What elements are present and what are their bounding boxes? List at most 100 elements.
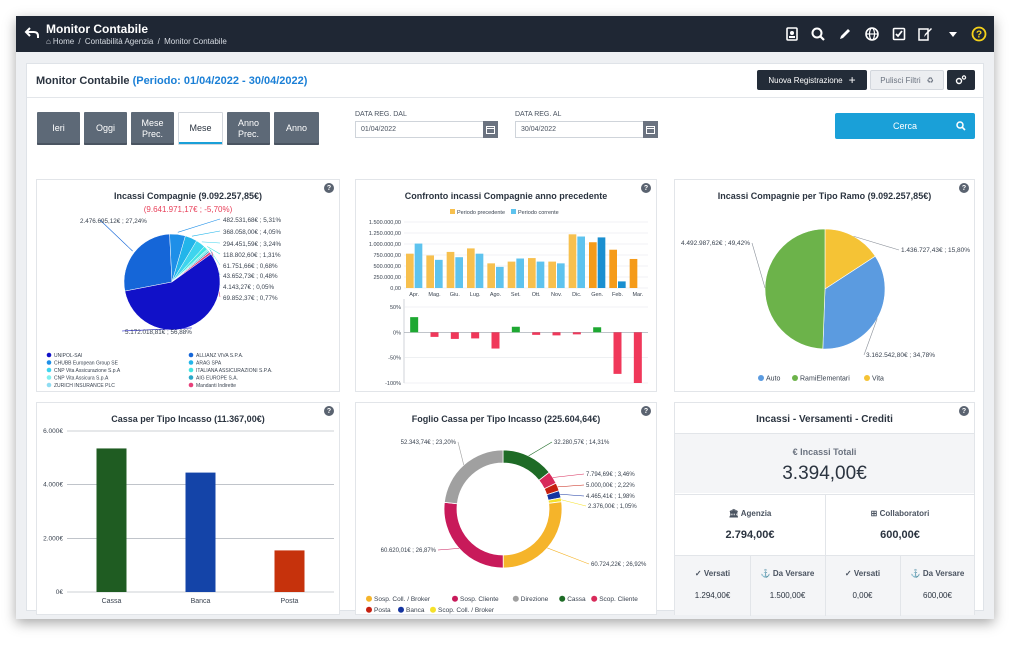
legend-marker [46, 375, 52, 380]
legend-label: Sosp. Coll. / Broker [374, 596, 431, 603]
data-label: 5.172.018,81€ ; 56,88% [125, 329, 192, 336]
settings-button[interactable] [947, 70, 975, 90]
agenzia-value: 2.794,00€ [725, 529, 775, 541]
svg-text:?: ? [976, 30, 982, 41]
period-button-anno[interactable]: Anno [274, 112, 319, 145]
legend-label: Posta [374, 607, 391, 614]
bar [496, 266, 504, 288]
y-tick-label: -100% [385, 381, 401, 387]
sitemap-icon: ⊞ [870, 509, 878, 518]
legend-label: CHUBB European Group SE [54, 361, 119, 367]
bar [577, 236, 585, 288]
legend-label: Cassa [567, 596, 586, 603]
chart-title: Incassi Compagnie (9.092.257,85€) [113, 191, 263, 201]
date-to-input[interactable]: 30/04/2022 [515, 121, 645, 138]
search-icon[interactable] [810, 26, 826, 42]
breadcrumb-home[interactable]: Home [52, 37, 75, 46]
bar [618, 281, 626, 288]
bar [548, 261, 556, 288]
edit-document-icon[interactable] [917, 26, 933, 42]
leader-line [561, 499, 587, 507]
y-tick-label: 0% [393, 330, 401, 336]
help-icon[interactable]: ? [324, 183, 334, 193]
legend-marker [366, 606, 372, 613]
legend-label: CNP Vita Assicura S.p.A [54, 376, 109, 382]
leader-line [177, 218, 221, 233]
home-icon[interactable]: ⌂ [46, 37, 51, 46]
legend-marker [46, 352, 52, 358]
page-title: Monitor Contabile (Periodo: 01/04/2022 -… [36, 75, 308, 87]
clear-filters-button[interactable]: Pulisci Filtri ♻ [870, 70, 944, 90]
help-icon[interactable]: ? [959, 406, 969, 416]
bar [507, 261, 516, 288]
chart-title: Incassi Compagnie per Tipo Ramo (9.092.2… [717, 191, 932, 201]
legend-marker [188, 375, 194, 380]
period-button-mese-prec[interactable]: Mese Prec. [131, 112, 174, 145]
pencil-icon[interactable] [837, 26, 853, 42]
legend-marker [430, 606, 436, 613]
y-tick-label: 1.250.000,00 [369, 231, 401, 237]
legend-marker [792, 375, 798, 381]
breadcrumb-contabilita[interactable]: Contabilità Agenzia [84, 37, 154, 46]
caret-down-icon[interactable] [945, 26, 961, 42]
bar [487, 263, 495, 288]
bar [516, 258, 524, 288]
data-label: 61.751,66€ ; 0,68% [223, 263, 278, 270]
legend-label: Sosp. Cliente [460, 596, 499, 603]
date-from-input[interactable]: 01/04/2022 [355, 121, 485, 138]
y-tick-label: 2.000€ [43, 535, 63, 542]
legend-label: ALLIANZ VIVA S.P.A. [196, 353, 243, 359]
calendar-icon[interactable] [483, 121, 498, 138]
bar [185, 472, 216, 592]
divider [825, 495, 826, 555]
diff-bar [593, 327, 602, 333]
date-from-label: DATA REG. DAL [355, 111, 407, 118]
data-label: 3.162.542,80€ ; 34,78% [866, 352, 935, 359]
legend-label: Vita [872, 376, 884, 383]
data-label: 60.724,22€ ; 26,92% [591, 562, 647, 568]
period-button-ieri[interactable]: Ieri [37, 112, 80, 145]
help-icon[interactable]: ? [971, 26, 987, 42]
data-label: 32.280,57€ ; 14,31% [554, 440, 610, 446]
x-tick-label: Lug. [470, 292, 481, 298]
x-tick-label: Ott. [532, 292, 541, 298]
period-button-anno-prec[interactable]: Anno Prec. [227, 112, 270, 145]
date-to-label: DATA REG. AL [515, 111, 562, 118]
help-icon[interactable]: ? [641, 183, 651, 193]
data-label: 5.000,00€ ; 2,22% [586, 483, 635, 489]
chart-subtitle: (9.641.971,17€ ; -5,70%) [143, 205, 233, 214]
x-tick-label: Giu. [450, 292, 461, 298]
legend-label: ARAG SPA [196, 361, 222, 367]
legend-marker [188, 382, 194, 388]
period-button-oggi[interactable]: Oggi [84, 112, 127, 145]
period-label: (Periodo: 01/04/2022 - 30/04/2022) [132, 75, 308, 87]
new-registration-button[interactable]: Nuova Registrazione + [757, 70, 867, 90]
leader-line [191, 230, 221, 237]
legend-label: Periodo precedente [457, 210, 505, 216]
contacts-icon[interactable] [784, 26, 800, 42]
diff-bar [613, 332, 622, 374]
help-icon[interactable]: ? [641, 406, 651, 416]
breadcrumb: ⌂ Home / Contabilità Agenzia / Monitor Co… [46, 37, 229, 46]
search-button[interactable]: Cerca [835, 113, 975, 139]
donut-slice [502, 449, 550, 481]
help-icon[interactable]: ? [324, 406, 334, 416]
globe-icon[interactable] [864, 26, 880, 42]
bar [426, 255, 434, 288]
x-tick-label: Cassa [102, 598, 122, 605]
legend-marker [188, 360, 194, 365]
calendar-icon[interactable] [643, 121, 658, 138]
help-icon[interactable]: ? [959, 183, 969, 193]
legend-label: CNP Vita Assicurazione S.p.A [54, 368, 121, 374]
x-tick-label: Nov. [551, 292, 562, 298]
app-window: Monitor Contabile ⌂ Home / Contabilità Ag… [16, 16, 994, 619]
x-tick-label: Posta [281, 598, 299, 605]
legend-label: Scop. Coll. / Broker [438, 607, 495, 614]
y-tick-label: -50% [388, 356, 401, 362]
checkbox-icon[interactable] [891, 26, 907, 42]
back-arrow-icon[interactable] [24, 25, 40, 41]
x-tick-label: Mar. [632, 292, 643, 298]
pie-slice [764, 228, 826, 350]
period-button-mese[interactable]: Mese [178, 112, 223, 145]
data-label: 2.476.695,12€ ; 27,24% [80, 218, 147, 225]
